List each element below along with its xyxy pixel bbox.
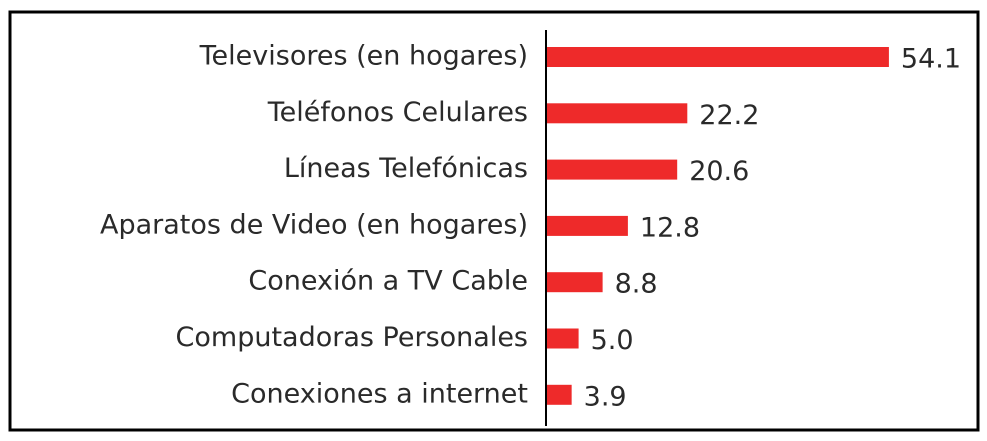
category-label: Aparatos de Video (en hogares)	[100, 209, 528, 240]
value-label: 5.0	[591, 325, 634, 356]
value-label: 20.6	[689, 156, 749, 187]
bar	[547, 103, 688, 124]
value-label: 8.8	[615, 269, 658, 300]
category-label: Computadoras Personales	[176, 322, 528, 353]
bar	[547, 384, 572, 405]
category-label: Conexiones a internet	[231, 378, 528, 409]
bar	[547, 215, 628, 236]
bar	[547, 159, 678, 180]
value-label: 3.9	[584, 381, 627, 412]
frame	[8, 10, 980, 432]
value-label: 12.8	[640, 212, 700, 243]
category-label: Conexión a TV Cable	[248, 266, 528, 297]
category-label: Teléfonos Celulares	[267, 97, 528, 128]
category-label: Líneas Telefónicas	[284, 153, 528, 184]
bar	[547, 47, 889, 67]
category-label: Televisores (en hogares)	[199, 41, 528, 72]
bar	[547, 272, 603, 293]
bar	[547, 328, 579, 349]
value-label: 54.1	[901, 44, 961, 75]
value-label: 22.2	[699, 100, 759, 131]
